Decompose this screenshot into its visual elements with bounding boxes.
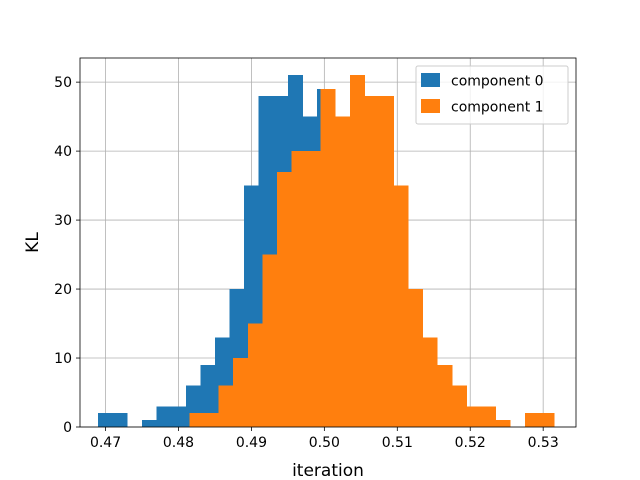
histogram-bar [379, 95, 394, 428]
histogram-bar [306, 151, 322, 427]
series-component-1 [189, 75, 555, 428]
histogram-bar [452, 385, 467, 427]
histogram-bar [495, 420, 511, 427]
legend-label-component-1: component 1 [451, 100, 544, 116]
histogram-bar [171, 406, 187, 427]
histogram-bar [247, 323, 263, 427]
legend-swatch-component-0 [421, 73, 440, 87]
histogram-bar [112, 413, 128, 427]
y-tick-label: 0 [63, 420, 72, 436]
histogram-bar [218, 385, 234, 427]
y-tick-label: 20 [54, 282, 72, 298]
histogram-bar [481, 406, 497, 427]
histogram-bar [364, 95, 380, 428]
histogram-bar [466, 406, 482, 427]
x-tick-label: 0.51 [382, 435, 413, 451]
x-tick-label: 0.52 [455, 435, 486, 451]
x-tick-label: 0.47 [90, 435, 121, 451]
y-tick-label: 10 [54, 351, 72, 367]
histogram-bar [539, 413, 555, 427]
histogram-bar [276, 171, 292, 427]
histogram-bar [204, 413, 219, 427]
histogram-bar [189, 413, 205, 427]
y-tick-label: 30 [54, 213, 72, 229]
histogram-bar [422, 337, 438, 427]
x-axis-label: iteration [292, 461, 364, 480]
y-axis-ticks: 0 10 20 30 40 50 [54, 75, 80, 436]
histogram-bar [320, 89, 336, 427]
y-tick-label: 40 [54, 144, 72, 160]
histogram-bar [262, 254, 278, 427]
histogram-bar [233, 358, 249, 427]
x-axis-ticks: 0.47 0.48 0.49 0.50 0.51 0.52 0.53 [90, 427, 559, 451]
y-axis-label: KL [23, 232, 43, 253]
histogram-bar [393, 185, 409, 427]
histogram-bar [408, 289, 424, 427]
histogram-bar [349, 75, 365, 428]
histogram-bar [142, 420, 157, 427]
x-tick-label: 0.53 [528, 435, 559, 451]
axes-frame [79, 57, 577, 428]
x-tick-label: 0.49 [236, 435, 267, 451]
histogram-bar [156, 406, 172, 427]
histogram-bar [524, 413, 540, 427]
histogram-bar [98, 413, 114, 427]
histogram-bar [335, 116, 351, 428]
x-tick-label: 0.50 [309, 435, 340, 451]
y-tick-label: 50 [54, 75, 72, 91]
legend-frame [415, 65, 569, 125]
histogram-bar [437, 364, 453, 427]
histogram-bar [200, 364, 216, 427]
bars [98, 75, 555, 428]
legend: component 0 component 1 [415, 65, 569, 125]
x-tick-label: 0.48 [163, 435, 194, 451]
legend-label-component-0: component 0 [451, 74, 544, 90]
histogram-bar [291, 151, 307, 427]
legend-swatch-component-1 [421, 99, 440, 113]
